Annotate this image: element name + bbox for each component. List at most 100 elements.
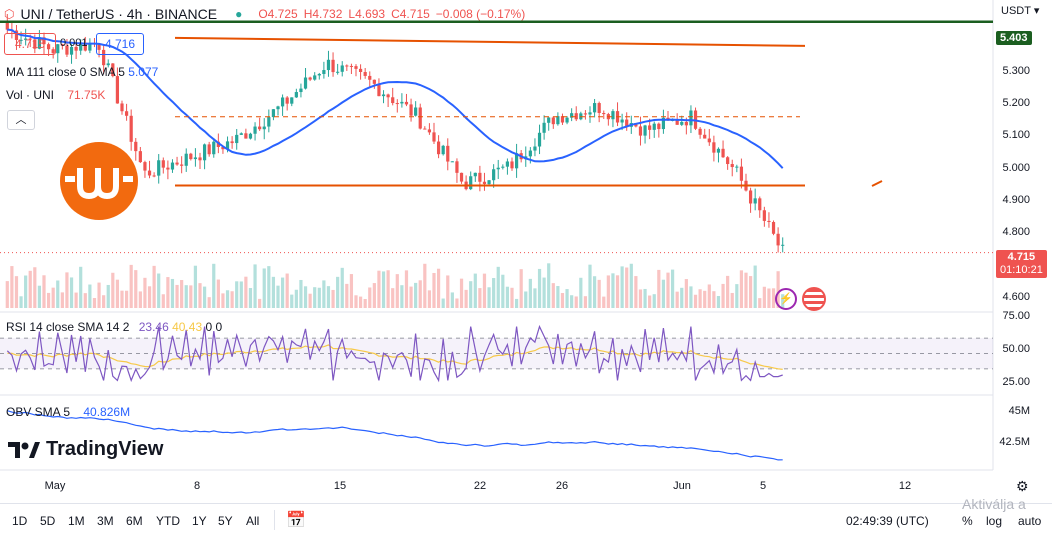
legend-header: ⬡ UNI / TetherUS · 4h · BINANCE ● O4.725… xyxy=(4,6,525,22)
volume-bar xyxy=(175,284,179,308)
candle-body xyxy=(157,160,161,176)
volume-bar xyxy=(404,270,409,308)
us-flag-event-icon[interactable] xyxy=(802,287,826,311)
log-toggle[interactable]: log xyxy=(986,514,1003,528)
candle-body xyxy=(414,107,418,116)
volume-bar xyxy=(629,263,633,308)
volume-bar xyxy=(652,294,656,308)
candle-body xyxy=(551,117,555,125)
candle-body xyxy=(79,42,83,51)
candle-body xyxy=(427,129,432,133)
candle-body xyxy=(455,161,459,173)
volume-bar xyxy=(303,286,308,308)
volume-bar xyxy=(368,287,372,308)
chart-canvas[interactable] xyxy=(0,0,1052,503)
sell-button[interactable]: 4.715 xyxy=(4,33,56,55)
timeframe-1d[interactable]: 1D xyxy=(12,514,28,528)
volume-bar xyxy=(762,286,766,308)
time-tick: 8 xyxy=(193,480,201,492)
rsi-tick: 25.00 xyxy=(1002,376,1030,388)
settings-gear-icon[interactable]: ⚙ xyxy=(1016,478,1029,494)
candle-body xyxy=(510,161,514,169)
volume-bar xyxy=(409,286,413,308)
tradingview-logo[interactable]: TradingView xyxy=(8,438,163,461)
timeframe-ytd[interactable]: YTD xyxy=(156,514,180,528)
volume-bar xyxy=(244,276,248,308)
candle-body xyxy=(102,49,106,66)
time-tick: 22 xyxy=(473,480,487,492)
volume-bar xyxy=(207,297,211,308)
timeframe-all[interactable]: All xyxy=(246,514,260,528)
candle-body xyxy=(271,109,276,118)
candle-body xyxy=(703,134,707,139)
obv-legend[interactable]: OBV SMA 5 40.826M xyxy=(6,405,130,419)
volume-legend[interactable]: Vol · UNI 71.75K xyxy=(6,88,105,102)
event-lightning-icon[interactable]: ⚡ xyxy=(775,288,797,310)
candle-body xyxy=(69,46,74,55)
candle-body xyxy=(280,97,285,107)
candle-body xyxy=(299,88,303,93)
ma-legend[interactable]: MA 111 close 0 SMA 5 5.077 xyxy=(6,65,158,79)
volume-bar xyxy=(120,290,124,308)
candle-body xyxy=(730,164,734,168)
volume-bar xyxy=(202,286,207,308)
timeframe-1m[interactable]: 1M xyxy=(68,514,85,528)
timeframe-5y[interactable]: 5Y xyxy=(218,514,233,528)
volume-bar xyxy=(418,280,422,308)
candle-body xyxy=(349,65,354,67)
candle-body xyxy=(648,125,652,130)
chevron-down-icon: ▾ xyxy=(1033,5,1040,17)
percent-toggle[interactable]: % xyxy=(962,514,973,528)
candle-body xyxy=(684,121,688,126)
toolbar-divider xyxy=(274,510,275,530)
timeframe-1y[interactable]: 1Y xyxy=(192,514,207,528)
candle-body xyxy=(111,63,115,77)
buy-button[interactable]: 4.716 xyxy=(96,33,144,55)
candle-body xyxy=(74,46,78,51)
candle-body xyxy=(698,128,702,135)
volume-bar xyxy=(524,291,528,308)
volume-label: Vol · UNI xyxy=(6,88,55,102)
volume-bar xyxy=(10,266,14,308)
date-range-calendar-icon[interactable]: 📅 xyxy=(286,512,306,529)
candle-body xyxy=(712,142,716,153)
volume-bar xyxy=(299,279,303,308)
candle-body xyxy=(611,111,615,120)
volume-bar xyxy=(19,296,23,308)
volume-bar xyxy=(386,270,390,308)
candle-body xyxy=(565,117,569,123)
volume-bar xyxy=(152,265,156,308)
candle-body xyxy=(446,145,450,162)
candle-body xyxy=(386,94,390,98)
timeframe-3m[interactable]: 3M xyxy=(97,514,114,528)
utc-clock[interactable]: 02:49:39 (UTC) xyxy=(846,514,929,528)
candle-body xyxy=(28,38,32,40)
currency-selector[interactable]: USDT ▾ xyxy=(1001,4,1039,17)
candle-body xyxy=(336,71,340,73)
candle-body xyxy=(290,97,294,104)
candle-body xyxy=(354,66,358,69)
volume-bar xyxy=(115,279,120,308)
time-tick: 12 xyxy=(898,480,912,492)
rsi-legend[interactable]: RSI 14 close SMA 14 2 23.46 40.43 0 0 xyxy=(6,320,222,334)
candle-body xyxy=(267,117,271,127)
candle-body xyxy=(51,49,55,54)
symbol-title[interactable]: UNI / TetherUS · 4h · BINANCE xyxy=(20,6,218,22)
volume-bar xyxy=(33,267,37,308)
candle-body xyxy=(391,97,395,104)
rsi-tick: 50.00 xyxy=(1002,343,1030,355)
candle-body xyxy=(450,161,454,163)
auto-toggle[interactable]: auto xyxy=(1018,514,1042,528)
volume-bar xyxy=(556,286,560,308)
volume-bar xyxy=(657,269,661,308)
timeframe-6m[interactable]: 6M xyxy=(126,514,143,528)
timeframe-5d[interactable]: 5D xyxy=(40,514,56,528)
candle-body xyxy=(771,222,776,234)
volume-bar xyxy=(625,267,629,308)
candle-body xyxy=(175,162,179,165)
volume-bar xyxy=(579,277,583,308)
spread-value: 0.001 xyxy=(60,37,88,49)
collapse-legend-button[interactable]: ︿ xyxy=(7,110,35,130)
candle-body xyxy=(638,126,643,136)
volume-bar xyxy=(65,272,69,308)
